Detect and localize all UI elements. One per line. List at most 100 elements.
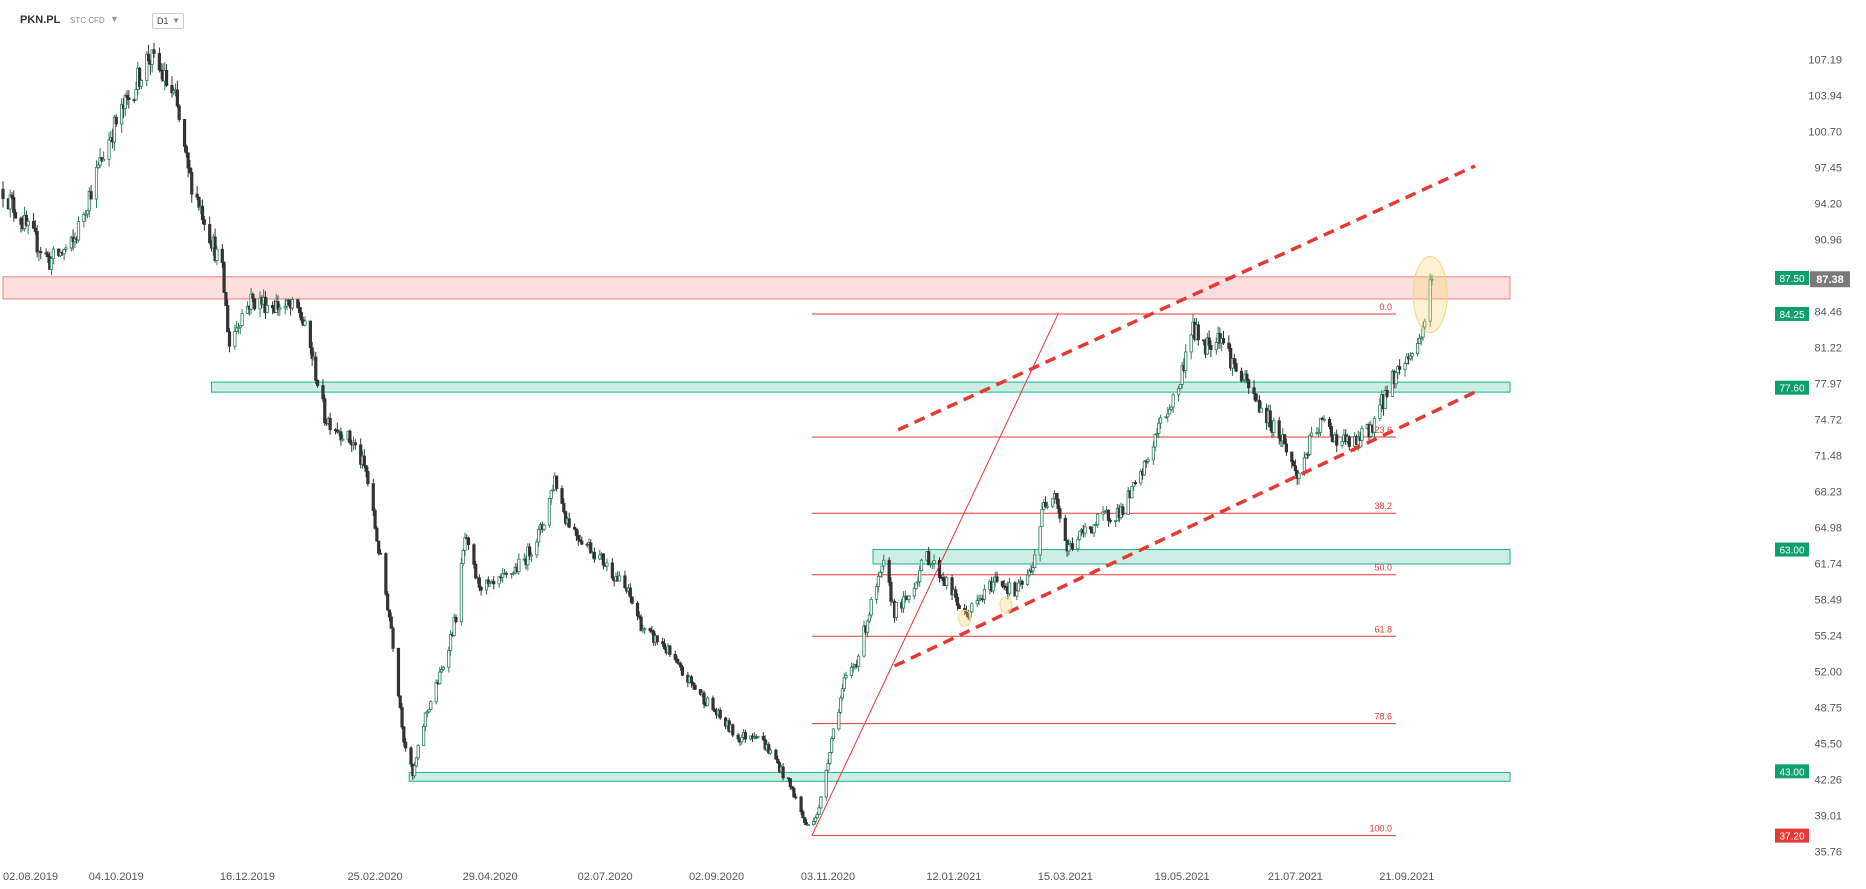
candle-body [409, 747, 413, 765]
candle-body [251, 293, 255, 300]
candle-body [19, 217, 23, 225]
candle-body [711, 697, 715, 710]
y-axis: 107.19103.94100.7097.4594.2090.9687.7184… [1775, 55, 1850, 859]
y-tick-label: 58.49 [1814, 595, 1842, 607]
candle-body [46, 253, 50, 257]
candle-body [815, 813, 819, 819]
candle-body [941, 577, 945, 581]
candle-body [1180, 365, 1184, 385]
candle-body [1421, 326, 1425, 338]
candle-body [197, 196, 201, 208]
chart-toolbar: PKN.PL STC CFD ▼ D1 ▼ [0, 0, 600, 40]
candle-body [389, 616, 393, 629]
candle-body [882, 559, 886, 567]
candle-body [693, 684, 697, 690]
candle-body [159, 69, 163, 72]
drawings-layer [811, 164, 1476, 836]
candle-body [1385, 389, 1389, 397]
candle-body [668, 645, 672, 655]
candle-body [64, 247, 68, 250]
candle-body [479, 586, 483, 591]
candle-body [1040, 508, 1044, 528]
candle-body [1033, 554, 1037, 568]
candle-body [404, 741, 408, 749]
candle-body [1121, 506, 1125, 515]
candle-body [955, 596, 960, 606]
zone-support-3 [408, 771, 1511, 782]
x-tick-label: 04.10.2019 [89, 871, 144, 883]
fibonacci-layer: 0.0 23.6 38.2 50.0 61.8 78.6 100.0 [811, 302, 1397, 837]
candle-body [842, 677, 846, 690]
zone-support-2 [872, 549, 1511, 565]
candle-body [459, 563, 463, 623]
candle-body [335, 429, 339, 433]
candle-body [448, 634, 453, 651]
zone-resistance-0 [2, 276, 1511, 300]
candle-body [874, 586, 879, 600]
candle-body [601, 553, 605, 566]
timeframe-select[interactable]: D1 ▼ [152, 13, 184, 29]
candle-body [1178, 384, 1182, 390]
candle-body [87, 191, 91, 212]
candle-body [555, 475, 559, 489]
candle-body [461, 550, 465, 564]
candle-body [907, 595, 911, 601]
candle-body [200, 205, 205, 221]
candle-body [1291, 461, 1296, 467]
candle-body [768, 749, 773, 754]
fib-trend-line [811, 313, 1059, 836]
candle-body [1227, 342, 1231, 349]
candle-body [488, 582, 492, 584]
candle-body [134, 89, 138, 101]
candle-body [817, 807, 821, 815]
y-tick-label: 52.00 [1814, 667, 1842, 679]
candle-body [1106, 509, 1111, 521]
candle-body [323, 398, 327, 424]
candle-body [341, 438, 345, 441]
candle-body [1394, 372, 1398, 385]
candle-body [605, 562, 609, 567]
price-label-84.25: 84.25 [1779, 310, 1804, 321]
candle-body [1063, 517, 1067, 541]
candle-body [425, 711, 429, 714]
candle-body [706, 697, 710, 707]
candle-body [1189, 334, 1193, 353]
candle-body [423, 712, 428, 728]
candle-body [396, 647, 401, 697]
candle-body [1239, 370, 1244, 382]
candle-body [813, 817, 818, 822]
candle-body [245, 305, 250, 314]
y-tick-label: 84.46 [1814, 307, 1842, 319]
candle-body [386, 593, 390, 611]
candle-body [1132, 482, 1136, 487]
candle-body [1166, 413, 1170, 418]
candle-body [806, 824, 810, 826]
candle-body [792, 787, 796, 798]
candle-body [919, 559, 924, 572]
symbol-label[interactable]: PKN.PL [20, 14, 61, 26]
candle-body [287, 299, 291, 306]
candle-body [1202, 339, 1206, 342]
candle-body [477, 577, 481, 588]
candle-body [831, 728, 836, 739]
candle-body [398, 695, 402, 708]
candle-body [1142, 460, 1147, 476]
y-tick-label: 64.98 [1814, 523, 1842, 535]
candle-body [236, 326, 241, 329]
candle-body [299, 312, 303, 321]
candle-body [1054, 493, 1058, 500]
candle-body [1372, 418, 1377, 433]
candle-body [589, 542, 593, 554]
candle-body [276, 301, 280, 310]
candle-body [1045, 505, 1049, 508]
price-label-box [1775, 764, 1809, 779]
candle-body [139, 80, 144, 87]
candle-body [1094, 524, 1098, 527]
candle-body [1169, 406, 1173, 410]
symbol-dropdown-icon[interactable]: ▼ [110, 14, 119, 24]
candle-body [391, 627, 395, 649]
candle-body [878, 571, 882, 577]
candle-body [222, 262, 226, 293]
candle-body [1020, 580, 1024, 585]
